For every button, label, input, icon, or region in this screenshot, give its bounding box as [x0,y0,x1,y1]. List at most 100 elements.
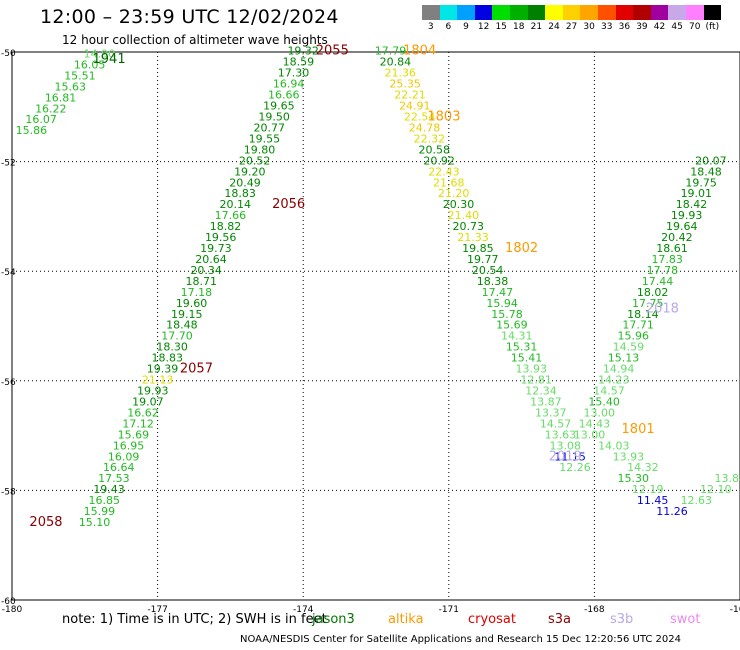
wave-height-value: 12.81 [520,374,552,387]
pass-time-label: 2058 [29,515,62,530]
wave-height-value: 15.69 [496,319,528,332]
chart-title: 12:00 – 23:59 UTC 12/02/2024 [40,6,339,28]
wave-height-value: 13.00 [584,406,616,419]
footnote: note: 1) Time is in UTC; 2) SWH is in fe… [62,612,327,627]
wave-height-value: 20.52 [239,154,271,167]
wave-height-value: 19.20 [234,165,266,178]
pass-time-label: 1804 [403,44,436,59]
wave-height-value: 14.31 [501,330,533,343]
wave-height-value: 14.43 [579,417,611,430]
wave-height-value: 13.93 [516,363,548,376]
y-tick-label: -60 [1,597,16,607]
wave-height-value: 19.07 [132,395,164,408]
wave-height-value: 15.78 [491,308,523,321]
colorbar-label: 36 [618,22,631,32]
wave-height-value: 17.30 [278,67,310,80]
wave-height-value: 22.43 [428,165,460,178]
wave-height-value: 16.07 [25,113,57,126]
y-tick-label: -50 [1,49,16,59]
wave-height-value: 14.94 [603,363,635,376]
wave-height-value: 15.30 [617,472,649,485]
wave-height-value: 21.36 [385,67,417,80]
wave-height-value: 22.54 [404,111,436,124]
axis-ticks: -180 -177 -174 -171 -168 -165 -50 -52 -54 -56 -58 -… [1,49,740,615]
chart-subtitle: 12 hour collection of altimeter wave hei… [62,33,328,47]
x-tick-label: -180 [2,605,23,615]
wave-height-value: 20.14 [220,198,252,211]
wave-height-value: 13.00 [574,428,606,441]
wave-height-value: 22.21 [394,89,426,102]
wave-height-value: 17.53 [98,472,130,485]
wave-height-value: 13.93 [613,450,645,463]
wave-height-value: 17.83 [651,253,683,266]
wave-height-value: 15.10 [79,516,111,529]
pass-time-label: 1941 [93,52,126,67]
x-tick-label: -165 [730,605,740,615]
wave-height-value: 16.22 [35,102,67,115]
wave-height-value: 16.05 [74,58,106,71]
colorbar-label: 9 [463,22,469,32]
wave-height-value: 19.55 [249,132,281,145]
plot-border [11,51,740,601]
wave-height-value: 21.33 [457,231,489,244]
colorbar-swatch: 70 [685,5,704,32]
wave-height-value: 18.83 [152,352,184,365]
x-tick-label: -168 [584,605,605,615]
wave-height-value: 17.75 [632,297,664,310]
x-tick-label: -174 [293,605,314,615]
wave-height-value: 21.68 [433,176,465,189]
wave-height-value: 15.86 [16,124,48,137]
legend-cryosat: cryosat [468,612,516,627]
y-tick-label: -54 [1,268,16,278]
wave-height-value: 18.48 [166,319,198,332]
wave-height-value: 18.82 [210,220,242,233]
wave-height-value: 19.43 [93,483,125,496]
colorbar-label: 21 [530,22,543,32]
wave-height-value: 18.42 [676,198,708,211]
pass-time-label: 1803 [427,110,460,125]
wave-height-value: 20.73 [452,220,484,233]
colorbar-swatch: 18 [509,5,528,32]
pass-time-label: 1801 [622,422,655,437]
wave-height-value: 20.07 [695,154,727,167]
wave-height-value: 20.84 [380,56,412,69]
wave-height-value: 19.32 [287,45,319,58]
wave-height-value: 16.66 [268,89,300,102]
wave-height-value: 18.30 [156,341,188,354]
colorbar-label: (ft) [705,22,720,32]
wave-height-value: 19.64 [666,220,698,233]
colorbar-label: 30 [583,22,595,32]
wave-height-value: 16.94 [273,78,305,91]
x-tick-label: -171 [439,605,459,615]
colorbar-label: 27 [565,22,578,32]
credit-line: NOAA/NESDIS Center for Satellite Applica… [240,634,682,645]
colorbar-swatch: 30 [580,5,598,32]
colorbar-swatch: 27 [562,5,581,32]
grid [12,52,740,600]
wave-height-value: 19.01 [681,187,713,200]
wave-height-value: 19.80 [244,143,276,156]
wave-height-value: 15.69 [118,428,150,441]
colorbar-label: 12 [477,22,490,32]
wave-height-value: 20.34 [190,264,222,277]
wave-height-value: 17.12 [122,417,154,430]
wave-height-value: 18.59 [283,56,315,69]
wave-height-value: 19.93 [671,209,703,222]
colorbar-label: 39 [636,22,648,32]
wave-height-value: 24.78 [409,121,441,134]
wave-height-value: 20.92 [423,154,455,167]
pass-time-label: 2056 [272,197,305,212]
wave-height-value: 17.71 [622,319,654,332]
wave-height-value: 14.90 [84,47,116,60]
data-points: 14.9016.0515.5115.6316.8116.2216.0715.86… [16,45,740,529]
wave-height-value: 20.54 [472,264,504,277]
pass-time-label: 2019 [549,449,582,464]
wave-height-value: 12.10 [700,483,732,496]
wave-height-value: 13.87 [530,395,562,408]
colorbar-swatch: 15 [492,5,510,32]
legend-s3a: s3a [548,612,572,627]
wave-height-value: 19.56 [205,231,237,244]
wave-height-value: 17.66 [215,209,247,222]
wave-height-value: 17.47 [482,286,514,299]
pass-time-label: 2057 [180,362,213,377]
